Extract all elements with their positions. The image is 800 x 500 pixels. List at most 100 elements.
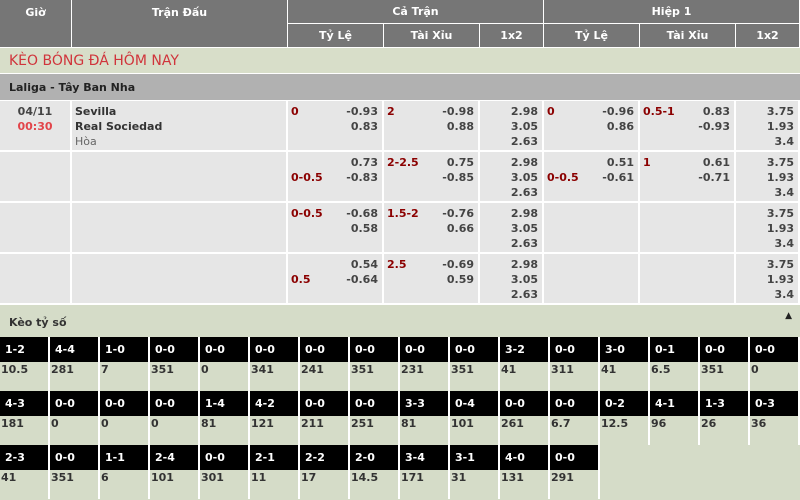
odds-value[interactable]: 0.61 xyxy=(702,156,730,169)
score-odds[interactable]: 101 xyxy=(150,470,198,499)
odds-value[interactable]: 0.75 xyxy=(446,156,474,169)
odds-value[interactable]: 2.63 xyxy=(510,288,538,301)
score-cell[interactable]: 3-2 41 xyxy=(500,337,548,391)
score-odds[interactable]: 41 xyxy=(500,362,548,391)
score-cell[interactable]: 2-2 17 xyxy=(300,445,348,499)
score-odds[interactable]: 31 xyxy=(450,470,498,499)
odds-value[interactable]: 3.75 xyxy=(766,258,794,271)
score-cell[interactable]: 2-4 101 xyxy=(150,445,198,499)
score-cell[interactable]: 0-0 231 xyxy=(400,337,448,391)
triangle-up-icon[interactable]: ▲ xyxy=(785,311,792,321)
odds-value[interactable]: 0.54 xyxy=(350,258,378,271)
odds-value[interactable]: 2.98 xyxy=(510,156,538,169)
odds-value[interactable]: -0.98 xyxy=(442,105,474,118)
score-odds[interactable]: 17 xyxy=(300,470,348,499)
score-cell[interactable]: 2-0 14.5 xyxy=(350,445,398,499)
score-odds[interactable]: 0 xyxy=(750,362,798,391)
odds-value[interactable]: -0.64 xyxy=(346,273,378,286)
score-cell[interactable]: 1-0 7 xyxy=(100,337,148,391)
score-odds[interactable]: 351 xyxy=(150,362,198,391)
odds-value[interactable]: 1.93 xyxy=(766,222,794,235)
odds-value[interactable]: -0.69 xyxy=(442,258,474,271)
odds-value[interactable]: 2.98 xyxy=(510,207,538,220)
score-cell[interactable]: 0-2 12.5 xyxy=(600,391,648,445)
score-cell[interactable]: 0-1 6.5 xyxy=(650,337,698,391)
score-odds[interactable]: 341 xyxy=(250,362,298,391)
score-cell[interactable]: 1-3 26 xyxy=(700,391,748,445)
home-team[interactable]: Sevilla xyxy=(75,105,117,118)
score-cell[interactable]: 4-2 121 xyxy=(250,391,298,445)
score-cell[interactable]: 1-2 10.5 xyxy=(0,337,48,391)
score-cell[interactable]: 4-3 181 xyxy=(0,391,48,445)
score-cell[interactable]: 0-0 261 xyxy=(500,391,548,445)
score-odds[interactable]: 41 xyxy=(0,470,48,499)
odds-value[interactable]: 1.93 xyxy=(766,171,794,184)
score-odds[interactable]: 351 xyxy=(700,362,748,391)
odds-value[interactable]: 0.73 xyxy=(350,156,378,169)
odds-value[interactable]: 0.58 xyxy=(350,222,378,235)
score-odds[interactable]: 351 xyxy=(50,470,98,499)
score-odds[interactable]: 96 xyxy=(650,416,698,445)
score-odds[interactable]: 121 xyxy=(250,416,298,445)
score-cell[interactable]: 0-0 0 xyxy=(200,337,248,391)
score-cell[interactable]: 0-0 351 xyxy=(450,337,498,391)
score-cell[interactable]: 0-0 291 xyxy=(550,445,598,499)
score-cell[interactable]: 0-0 351 xyxy=(150,337,198,391)
odds-value[interactable]: -0.68 xyxy=(346,207,378,220)
score-cell[interactable]: 0-0 0 xyxy=(50,391,98,445)
score-odds[interactable]: 291 xyxy=(550,470,598,499)
score-cell[interactable]: 0-0 351 xyxy=(700,337,748,391)
score-cell[interactable]: 0-0 211 xyxy=(300,391,348,445)
score-cell[interactable]: 0-4 101 xyxy=(450,391,498,445)
score-odds[interactable]: 36 xyxy=(750,416,798,445)
away-team[interactable]: Real Sociedad xyxy=(75,120,163,133)
odds-value[interactable]: 3.75 xyxy=(766,207,794,220)
odds-value[interactable]: 2.63 xyxy=(510,237,538,250)
odds-value[interactable]: 0.83 xyxy=(702,105,730,118)
score-odds[interactable]: 10.5 xyxy=(0,362,48,391)
odds-value[interactable]: 0.59 xyxy=(446,273,474,286)
score-odds[interactable]: 81 xyxy=(400,416,448,445)
score-odds[interactable]: 171 xyxy=(400,470,448,499)
odds-value[interactable]: 0.88 xyxy=(446,120,474,133)
score-cell[interactable]: 2-1 11 xyxy=(250,445,298,499)
score-cell[interactable]: 3-0 41 xyxy=(600,337,648,391)
score-cell[interactable]: 0-0 301 xyxy=(200,445,248,499)
score-cell[interactable]: 4-0 131 xyxy=(500,445,548,499)
odds-value[interactable]: 3.75 xyxy=(766,105,794,118)
odds-value[interactable]: 0.83 xyxy=(350,120,378,133)
score-odds[interactable]: 261 xyxy=(500,416,548,445)
score-odds[interactable]: 0 xyxy=(50,416,98,445)
score-cell[interactable]: 0-0 6.7 xyxy=(550,391,598,445)
score-cell[interactable]: 0-0 351 xyxy=(350,337,398,391)
odds-value[interactable]: -0.93 xyxy=(346,105,378,118)
score-odds[interactable]: 41 xyxy=(600,362,648,391)
odds-value[interactable]: 3.05 xyxy=(510,120,538,133)
score-odds[interactable]: 26 xyxy=(700,416,748,445)
score-cell[interactable]: 4-4 281 xyxy=(50,337,98,391)
odds-value[interactable]: 3.05 xyxy=(510,171,538,184)
score-cell[interactable]: 0-0 251 xyxy=(350,391,398,445)
odds-value[interactable]: -0.61 xyxy=(602,171,634,184)
score-odds[interactable]: 0 xyxy=(200,362,248,391)
odds-value[interactable]: 2.98 xyxy=(510,105,538,118)
score-cell[interactable]: 4-1 96 xyxy=(650,391,698,445)
odds-value[interactable]: 1.93 xyxy=(766,120,794,133)
odds-value[interactable]: 2.63 xyxy=(510,186,538,199)
odds-value[interactable]: 3.4 xyxy=(774,288,795,301)
score-odds[interactable]: 281 xyxy=(50,362,98,391)
odds-value[interactable]: 1.93 xyxy=(766,273,794,286)
odds-value[interactable]: 3.75 xyxy=(766,156,794,169)
score-cell[interactable]: 0-0 0 xyxy=(150,391,198,445)
odds-value[interactable]: 0.86 xyxy=(606,120,634,133)
odds-value[interactable]: 3.05 xyxy=(510,222,538,235)
score-odds[interactable]: 81 xyxy=(200,416,248,445)
score-odds[interactable]: 241 xyxy=(300,362,348,391)
odds-value[interactable]: 2.98 xyxy=(510,258,538,271)
odds-value[interactable]: -0.71 xyxy=(698,171,730,184)
score-odds[interactable]: 0 xyxy=(100,416,148,445)
score-odds[interactable]: 6.5 xyxy=(650,362,698,391)
score-cell[interactable]: 0-0 0 xyxy=(750,337,798,391)
score-cell[interactable]: 3-4 171 xyxy=(400,445,448,499)
score-odds[interactable]: 351 xyxy=(350,362,398,391)
